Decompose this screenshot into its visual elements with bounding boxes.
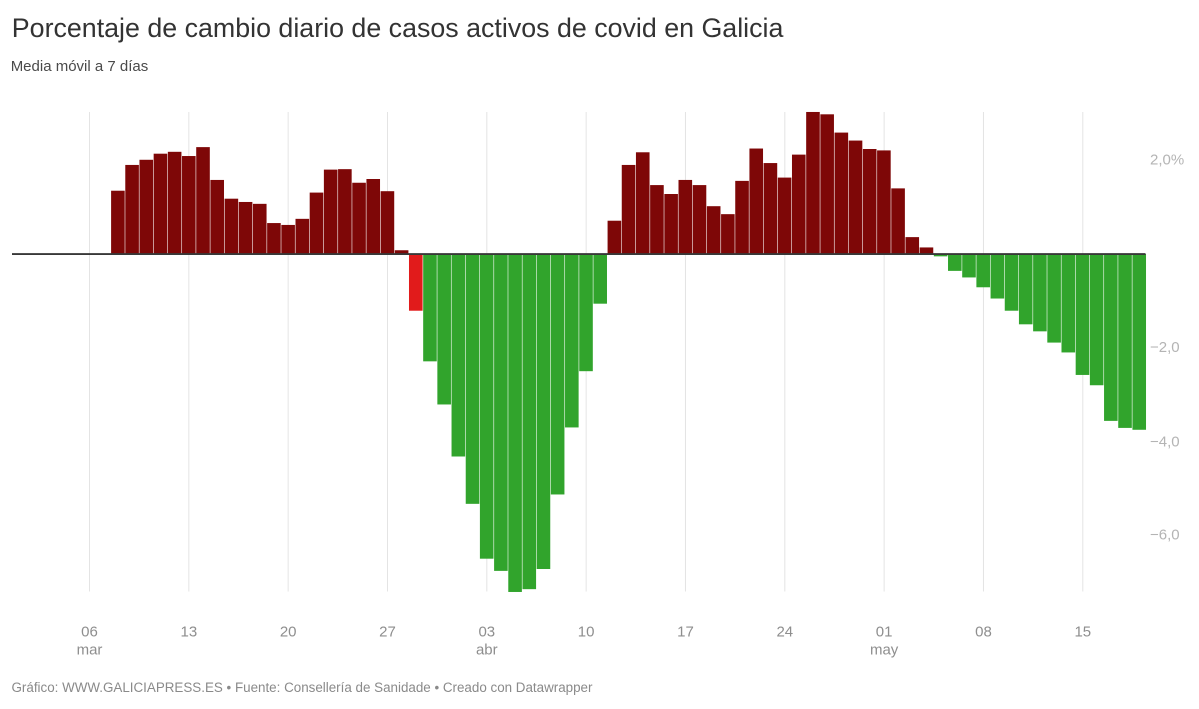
svg-text:abr: abr [476,642,498,659]
svg-text:10: 10 [578,624,595,641]
svg-text:−4,0: −4,0 [1150,434,1180,451]
svg-text:03: 03 [478,624,495,641]
svg-text:17: 17 [677,624,694,641]
svg-text:2,0%: 2,0% [1150,152,1184,169]
svg-text:24: 24 [776,624,793,641]
svg-text:may: may [870,642,899,659]
svg-text:−2,0: −2,0 [1150,339,1180,356]
svg-text:20: 20 [280,624,297,641]
svg-text:08: 08 [975,624,992,641]
svg-text:Gráfico: WWW.GALICIAPRESS.ES •: Gráfico: WWW.GALICIAPRESS.ES • Fuente: C… [12,680,594,695]
svg-text:13: 13 [180,624,197,641]
svg-text:−6,0: −6,0 [1150,527,1180,544]
svg-text:01: 01 [876,624,893,641]
svg-text:06: 06 [81,624,98,641]
svg-text:Media móvil a 7 días: Media móvil a 7 días [11,58,149,75]
svg-text:27: 27 [379,624,396,641]
svg-text:Porcentaje de cambio diario de: Porcentaje de cambio diario de casos act… [12,13,784,43]
svg-text:mar: mar [77,642,103,659]
svg-text:15: 15 [1074,624,1091,641]
